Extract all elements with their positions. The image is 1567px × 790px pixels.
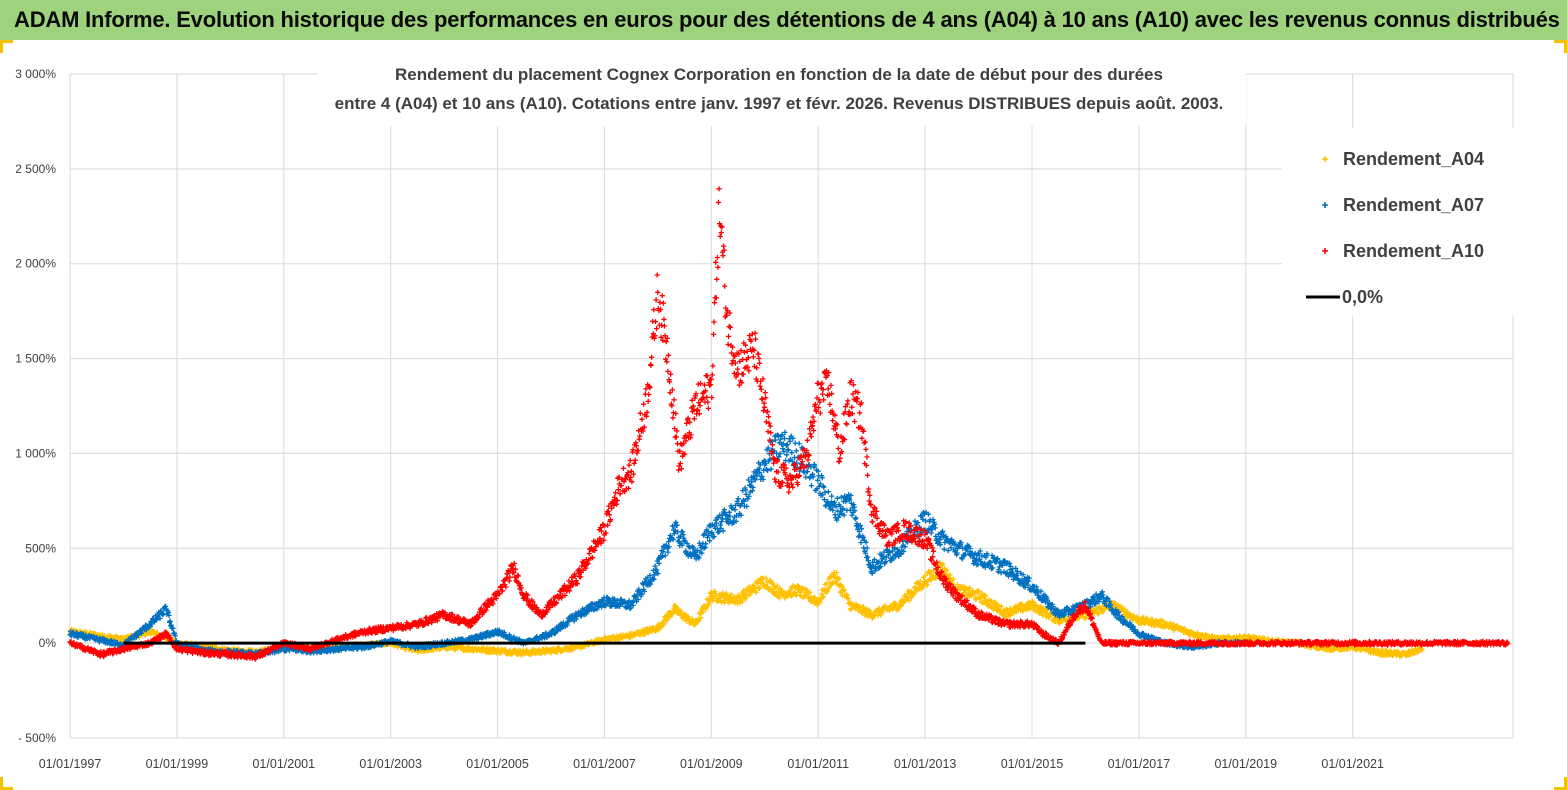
x-tick-label: 01/01/2021 (1321, 757, 1384, 771)
series-marks (67, 429, 1249, 660)
plot-area (67, 186, 1511, 662)
x-tick-label: 01/01/1999 (146, 757, 209, 771)
legend: Rendement_A04 Rendement_A07 Rendement_A10 0… (1282, 128, 1514, 316)
x-tick-label: 01/01/2013 (894, 757, 957, 771)
x-tick-label: 01/01/2007 (573, 757, 636, 771)
frame-corner-top-left (0, 40, 13, 53)
x-tick-label: 01/01/2001 (252, 757, 315, 771)
legend-marker (1322, 248, 1328, 254)
legend-label: Rendement_A07 (1343, 195, 1484, 215)
y-tick-label: - 500% (18, 731, 56, 745)
x-tick-label: 01/01/2009 (680, 757, 743, 771)
legend-box (1282, 128, 1514, 316)
y-tick-label: 1 000% (15, 446, 56, 460)
axes: - 500% 0% 500% 1 000% 1 500% 2 000% 2 500% 3 00… (15, 67, 1384, 771)
frame-corner-bottom-left (0, 777, 13, 790)
legend-label: Rendement_A04 (1343, 149, 1484, 169)
chart-title-box (318, 62, 1246, 126)
legend-label: Rendement_A10 (1343, 241, 1484, 261)
series-rendement-a10 (67, 186, 1511, 662)
legend-label: 0,0% (1342, 287, 1383, 307)
header-banner: ADAM Informe. Evolution historique des p… (0, 0, 1567, 40)
chart-title-line-2: entre 4 (A04) et 10 ans (A10). Cotations… (335, 94, 1224, 113)
y-tick-label: 500% (25, 541, 56, 555)
page-title: ADAM Informe. Evolution historique des p… (14, 7, 1560, 32)
frame-corner-top-right (1554, 40, 1567, 53)
frame-corner-bottom-right (1554, 777, 1567, 790)
legend-marker (1322, 156, 1328, 162)
series-rendement-a07 (67, 429, 1249, 660)
y-tick-label: 0% (39, 636, 57, 650)
chart: - 500% 0% 500% 1 000% 1 500% 2 000% 2 500% 3 00… (15, 62, 1514, 771)
y-tick-label: 3 000% (15, 67, 56, 81)
x-tick-label: 01/01/2003 (359, 757, 422, 771)
x-tick-label: 01/01/2015 (1001, 757, 1064, 771)
y-tick-label: 2 000% (15, 257, 56, 271)
series-marks (67, 186, 1511, 662)
x-tick-label: 01/01/2005 (466, 757, 529, 771)
x-tick-label: 01/01/1997 (39, 757, 102, 771)
x-tick-label: 01/01/2017 (1108, 757, 1171, 771)
legend-marker (1322, 202, 1328, 208)
x-tick-label: 01/01/2011 (787, 757, 849, 771)
x-tick-label: 01/01/2019 (1214, 757, 1277, 771)
y-tick-label: 1 500% (15, 352, 56, 366)
chart-title-line-1: Rendement du placement Cognex Corporatio… (395, 65, 1163, 84)
y-tick-label: 2 500% (15, 162, 56, 176)
